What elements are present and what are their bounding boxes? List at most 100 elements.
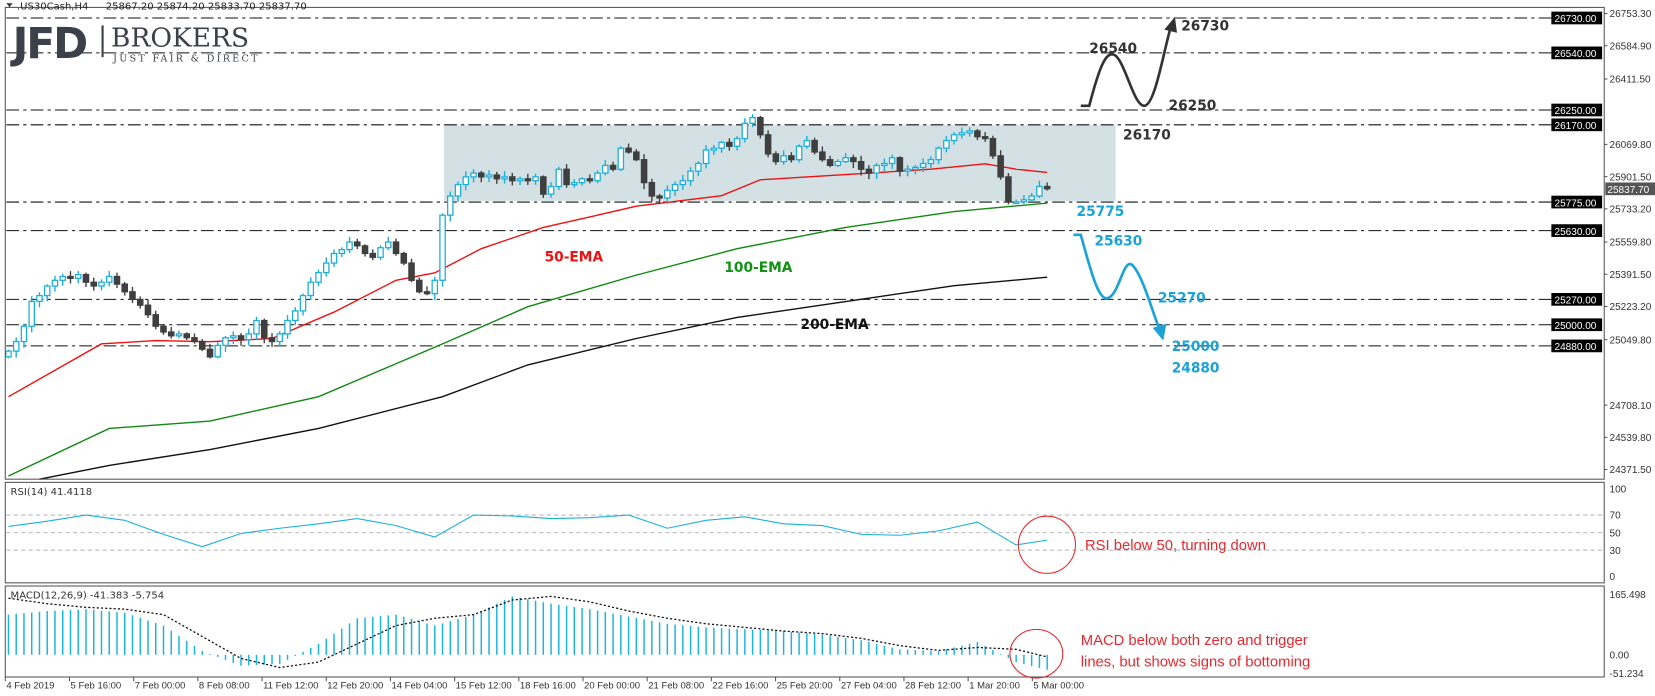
candle-bullish xyxy=(671,183,679,191)
candle-bullish xyxy=(1028,195,1035,201)
ema200-label: 200-EMA xyxy=(801,317,869,333)
ema-line-200-ema xyxy=(39,276,1048,480)
candle-bullish xyxy=(346,241,353,251)
arrow-up-icon xyxy=(1164,16,1177,33)
macd-tick-label: 165.498 xyxy=(1610,590,1647,601)
last-price-box xyxy=(1605,182,1655,196)
candle-bullish xyxy=(454,183,462,197)
candle-bearish xyxy=(865,168,873,174)
candle-bullish xyxy=(1012,201,1020,205)
candle-bullish xyxy=(253,319,260,335)
level-text-25270: 25270 xyxy=(1158,291,1206,307)
candle-bearish xyxy=(160,325,167,333)
candle-bullish xyxy=(12,340,20,352)
candle-bullish xyxy=(888,157,896,165)
candle-bearish xyxy=(392,241,400,255)
candle-bearish xyxy=(981,136,989,140)
x-tick-label: 8 Feb 08:00 xyxy=(199,681,250,692)
candle-bearish xyxy=(67,275,74,280)
level-price-label: 26170.00 xyxy=(1555,121,1597,132)
candle-bullish xyxy=(59,275,66,281)
bearish-projection-path xyxy=(1073,233,1161,329)
candle-bearish xyxy=(198,340,206,350)
triangle-down-icon[interactable] xyxy=(6,3,13,8)
candle-bullish xyxy=(245,333,253,341)
candle-bearish xyxy=(772,153,780,163)
candle-bullish xyxy=(229,335,237,339)
candle-bearish xyxy=(408,262,415,281)
level-price-box xyxy=(1551,318,1603,332)
level-price-box xyxy=(1551,118,1603,132)
candle-bearish xyxy=(788,155,795,161)
candle-bullish xyxy=(617,147,625,170)
candle-bearish xyxy=(260,319,268,339)
candle-bullish xyxy=(501,176,508,180)
candle-bearish xyxy=(144,304,152,316)
candle-bearish xyxy=(726,141,733,147)
x-tick-label: 22 Feb 16:00 xyxy=(712,681,768,692)
candle-bullish xyxy=(571,182,578,186)
level-price-box xyxy=(1551,293,1603,306)
candle-bearish xyxy=(493,174,501,180)
x-tick-label: 4 Feb 2019 xyxy=(6,681,54,692)
arrow-down-icon xyxy=(1152,323,1167,341)
candle-bullish xyxy=(702,149,710,165)
last-price-label: 25837.70 xyxy=(1607,185,1649,196)
rsi-note: RSI below 50, turning down xyxy=(1085,538,1266,554)
candle-bullish xyxy=(966,130,973,134)
candle-bearish xyxy=(609,164,617,170)
rsi-tick-label: 30 xyxy=(1610,546,1622,557)
candle-bullish xyxy=(51,279,59,287)
y-tick-label: 25391.50 xyxy=(1610,270,1652,281)
y-tick-label: 26584.90 xyxy=(1610,41,1652,52)
rsi-title: RSI(14) 41.4118 xyxy=(11,487,93,498)
rsi-tick-label: 100 xyxy=(1610,484,1627,495)
candle-bullish xyxy=(284,319,291,335)
candle-bullish xyxy=(299,294,307,312)
x-tick-label: 25 Feb 20:00 xyxy=(777,681,833,692)
y-tick-label: 25049.80 xyxy=(1610,335,1652,346)
candle-bearish xyxy=(586,178,594,182)
x-tick-label: 5 Feb 16:00 xyxy=(71,681,122,692)
candle-bullish xyxy=(439,214,446,281)
candle-bearish xyxy=(857,160,865,170)
candle-bullish xyxy=(927,159,935,165)
candle-bullish xyxy=(555,168,563,188)
candle-bullish xyxy=(20,325,28,343)
level-text-26170: 26170 xyxy=(1123,128,1171,144)
logo-brand: BROKERS xyxy=(111,23,249,54)
level-text-25000: 25000 xyxy=(1172,339,1220,355)
candle-bearish xyxy=(353,241,361,247)
macd-signal-line xyxy=(8,595,1048,669)
main-panel-frame xyxy=(4,6,1605,480)
candle-bullish xyxy=(834,160,842,167)
candle-bullish xyxy=(291,310,299,322)
candle-bullish xyxy=(5,350,12,358)
candle-bullish xyxy=(881,162,888,167)
candle-bearish xyxy=(1005,176,1012,203)
ema50-label: 50-EMA xyxy=(545,249,604,265)
level-text-25775: 25775 xyxy=(1077,204,1125,220)
candle-bullish xyxy=(547,185,555,195)
y-tick-label: 24539.80 xyxy=(1610,433,1652,444)
candle-bearish xyxy=(826,159,834,167)
candle-bearish xyxy=(896,157,904,172)
candle-bullish xyxy=(741,122,749,140)
candle-bearish xyxy=(136,298,144,306)
level-price-box xyxy=(1551,195,1603,209)
candle-bullish xyxy=(330,252,338,264)
rsi-tick-label: 50 xyxy=(1610,528,1622,539)
ohlc-readout: 25867.20 25874.20 25833.70 25837.70 xyxy=(106,2,307,13)
candle-bearish xyxy=(361,245,369,255)
y-tick-label: 26411.50 xyxy=(1610,75,1652,86)
rsi-highlight-circle xyxy=(1017,515,1077,574)
candle-bullish xyxy=(780,155,787,163)
level-price-box xyxy=(1551,11,1603,25)
candle-bullish xyxy=(602,164,609,174)
candle-bearish xyxy=(989,137,997,157)
bullish-projection-path xyxy=(1080,27,1172,108)
x-tick-label: 5 Mar 00:00 xyxy=(1033,681,1084,692)
candle-bullish xyxy=(679,180,687,186)
